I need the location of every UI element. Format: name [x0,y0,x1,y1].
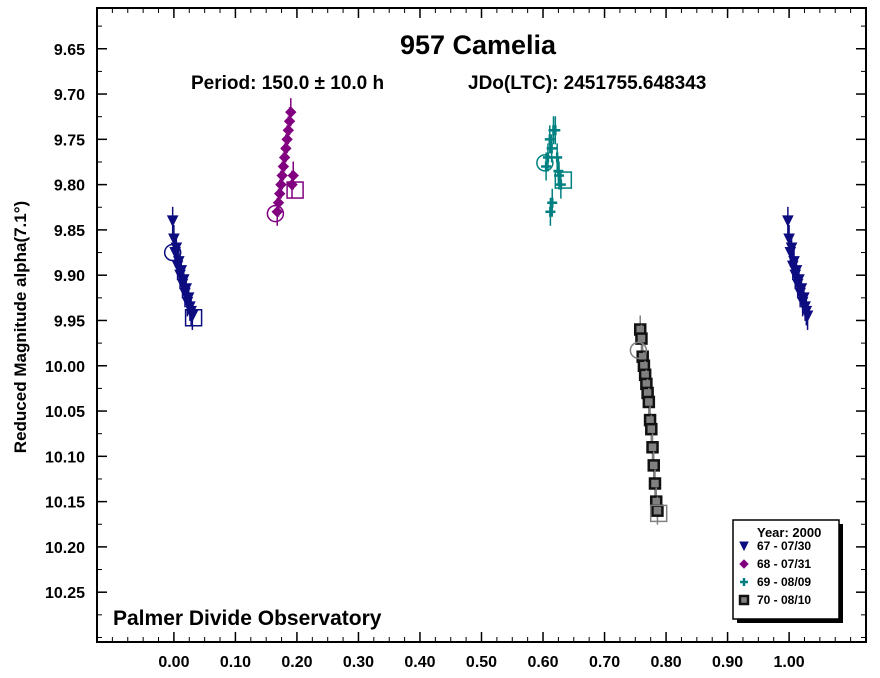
x-tick-label: 0.70 [589,654,620,671]
data-point [801,310,814,323]
y-tick-label: 9.65 [54,42,85,59]
x-tick-label: 0.20 [281,654,312,671]
legend-marker [739,559,749,569]
data-point [274,187,286,200]
legend-marker [740,578,748,586]
x-tick-label: 0.00 [158,654,189,671]
data-point [541,161,552,172]
y-tick-label: 10.05 [45,404,85,421]
series-4 [629,315,668,525]
data-point [545,206,556,217]
y-axis-label: Reduced Magnitude alpha(7.1°) [11,201,30,453]
x-tick-label: 0.40 [404,654,435,671]
y-tick-label: 9.95 [54,313,85,330]
series-2 [266,98,304,226]
legend-box [732,519,840,620]
data-point [782,215,794,227]
legend-marker [738,594,750,606]
legend-entry-label: 67 - 07/30 [757,539,811,553]
y-tick-label: 9.80 [54,178,85,195]
data-point [283,115,296,127]
x-tick-label: 1.00 [774,654,805,671]
y-tick-label: 10.00 [45,359,85,376]
x-tick-label: 0.80 [650,654,681,671]
chart-title: 957 Camelia [400,30,557,60]
period-label: Period: 150.0 ± 10.0 h [191,73,384,94]
data-point [648,477,662,490]
legend-entries: 67 - 07/30 68 - 07/31 69 - 08/09 70 - 08/10 [738,539,811,607]
data-point [647,459,661,472]
y-tick-label: 9.90 [54,268,85,285]
data-point [271,206,283,218]
data-point [277,160,290,173]
data-point [280,142,292,155]
data-point [166,215,179,227]
y-tick-label: 10.15 [45,495,85,512]
y-tick-label: 10.25 [45,585,85,602]
first-point-marker [536,154,554,172]
data-point [552,152,563,163]
last-point-marker [554,171,573,189]
first-point-marker [266,204,285,223]
y-tick-label: 9.70 [54,87,85,104]
observatory-credit: Palmer Divide Observatory [113,607,382,630]
legend-entry-label: 68 - 07/31 [757,557,811,571]
data-point [275,178,287,191]
data-point [651,504,664,517]
data-point [287,169,299,182]
legend-title: Year: 2000 [757,525,821,540]
legend-entry-label: 69 - 08/09 [757,575,811,589]
data-point [550,125,561,136]
data-point [646,441,659,454]
x-tick-label: 0.60 [527,654,558,671]
data-point [282,124,295,136]
legend: Year: 2000 67 - 07/30 68 - 07/31 69 - 08/0… [732,519,843,623]
data-point [546,143,557,154]
x-tick-label: 0.30 [343,654,374,671]
x-tick-label: 0.10 [220,654,251,671]
data-point [276,169,288,182]
data-point [553,166,564,177]
data-point [642,395,656,409]
data-point [278,151,291,164]
series-5 [782,206,814,330]
data-point [285,106,297,118]
data-point [272,197,285,209]
x-tick-label: 0.50 [466,654,497,671]
y-tick-label: 9.75 [54,132,85,149]
y-tick-label: 10.20 [45,540,85,557]
y-tick-label: 9.85 [54,223,85,240]
data-point [645,422,658,436]
first-point-marker [163,243,182,262]
x-tick-label: 0.90 [712,654,743,671]
data-point [186,310,199,323]
last-point-marker [649,504,668,523]
y-tick-label: 10.10 [45,449,85,466]
data-points [163,98,814,525]
axes: 0.00 0.10 0.20 0.30 0.40 0.50 0.60 0.70 0.80 0.90… [45,7,867,671]
last-point-marker [286,181,304,199]
data-point [547,197,558,208]
data-point [281,133,293,146]
last-point-marker [184,309,203,327]
legend-marker [739,541,749,552]
series-1 [163,206,203,330]
first-point-marker [629,341,648,360]
epoch-label: JDo(LTC): 2451755.648343 [468,73,706,94]
series-3 [536,116,573,226]
legend-entry-label: 70 - 08/10 [757,593,811,607]
